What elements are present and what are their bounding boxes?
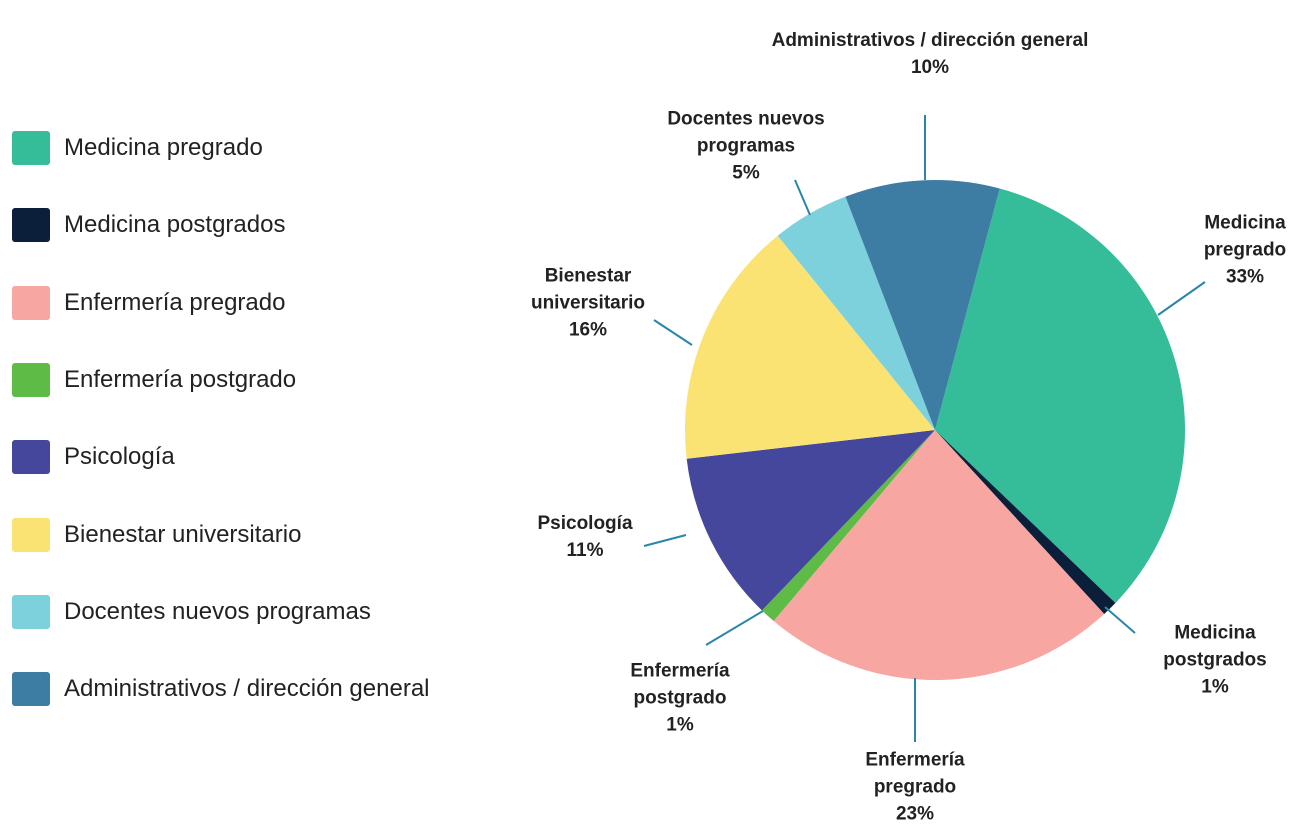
leader-line bbox=[705, 610, 764, 646]
slice-name: Enfermería postgrado bbox=[630, 660, 730, 709]
legend-label: Administrativos / dirección general bbox=[64, 675, 430, 703]
pie-slice bbox=[935, 188, 1185, 604]
legend-label: Bienestar universitario bbox=[64, 520, 302, 548]
legend-swatch bbox=[12, 362, 50, 397]
leader-line bbox=[1157, 281, 1206, 316]
slice-label: Bienestar universitario 16% bbox=[513, 263, 663, 344]
slice-label: Medicina pregrado 33% bbox=[1180, 210, 1307, 291]
pie-slice bbox=[773, 430, 1105, 681]
pie-slice bbox=[686, 430, 935, 611]
legend-swatch bbox=[12, 131, 50, 165]
slice-value: 5% bbox=[732, 162, 760, 184]
pie-slice bbox=[761, 430, 935, 621]
slice-name: Psicología bbox=[537, 513, 633, 534]
legend-item: Administrativos / dirección general bbox=[12, 671, 430, 707]
pie-slice bbox=[777, 196, 935, 430]
slice-name: Administrativos / dirección general bbox=[771, 30, 1089, 51]
leader-line bbox=[1104, 606, 1136, 634]
slice-value: 23% bbox=[895, 803, 935, 825]
legend-item: Psicología bbox=[12, 439, 175, 475]
slice-name: Enfermería pregrado bbox=[865, 749, 965, 798]
leader-line bbox=[653, 319, 693, 346]
pie-slice bbox=[685, 235, 935, 459]
legend-label: Medicina postgrados bbox=[64, 211, 286, 239]
slice-value: 10% bbox=[910, 57, 950, 78]
legend-item: Enfermería postgrado bbox=[12, 362, 296, 398]
legend-swatch bbox=[12, 517, 50, 552]
pie-slice bbox=[845, 180, 1000, 430]
legend-label: Psicología bbox=[64, 443, 175, 471]
legend-item: Docentes nuevos programas bbox=[12, 594, 371, 630]
legend-swatch bbox=[12, 208, 50, 243]
slice-label: Docentes nuevos programas 5% bbox=[641, 106, 851, 187]
slice-name: Docentes nuevos programas bbox=[667, 108, 825, 157]
leader-line bbox=[794, 179, 811, 216]
slice-name: Bienestar universitario bbox=[530, 265, 646, 314]
slice-label: Psicología 11% bbox=[525, 510, 645, 564]
legend-label: Docentes nuevos programas bbox=[64, 597, 371, 625]
legend-item: Bienestar universitario bbox=[12, 517, 301, 553]
legend-swatch bbox=[12, 285, 50, 320]
slice-value: 16% bbox=[568, 319, 608, 341]
slice-name: Medicina postgrados bbox=[1163, 622, 1267, 671]
slice-value: 33% bbox=[1225, 266, 1265, 288]
legend-label: Enfermería postgrado bbox=[64, 365, 297, 393]
slice-label: Enfermería pregrado 23% bbox=[845, 747, 985, 828]
legend-label: Enfermería pregrado bbox=[64, 288, 286, 316]
slice-label: Enfermería postgrado 1% bbox=[610, 658, 750, 739]
slice-name: Medicina pregrado bbox=[1203, 212, 1287, 261]
legend-label: Medicina pregrado bbox=[64, 134, 263, 161]
legend-item: Enfermería pregrado bbox=[12, 285, 285, 321]
legend-swatch bbox=[12, 594, 50, 629]
legend-swatch bbox=[12, 440, 50, 475]
slice-value: 1% bbox=[1201, 676, 1229, 698]
legend-item: Medicina pregrado bbox=[12, 130, 263, 166]
pie-slice bbox=[935, 430, 1116, 615]
slice-label: Medicina postgrados 1% bbox=[1145, 620, 1285, 701]
slice-label: Administrativos / dirección general 10% bbox=[770, 27, 1090, 81]
slice-value: 11% bbox=[566, 540, 604, 561]
slice-value: 1% bbox=[666, 714, 694, 736]
legend-item: Medicina postgrados bbox=[12, 207, 285, 243]
legend-swatch bbox=[12, 672, 50, 707]
leader-line bbox=[643, 534, 687, 547]
